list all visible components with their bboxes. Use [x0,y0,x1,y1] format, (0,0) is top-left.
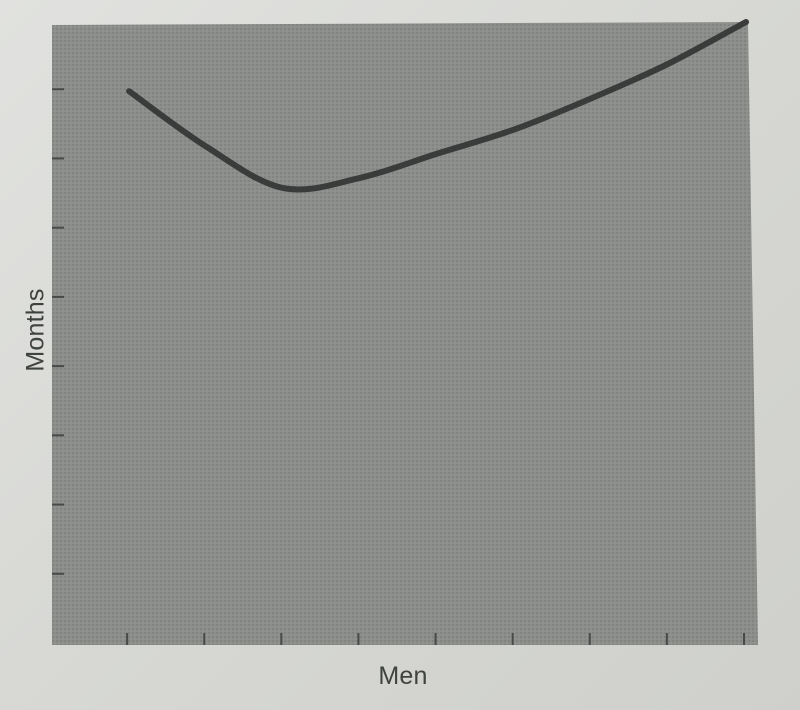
y-axis-label: Months [21,288,50,372]
x-axis-label: Men [378,662,428,690]
plot-area [52,22,758,645]
series-line-1 [126,19,749,193]
